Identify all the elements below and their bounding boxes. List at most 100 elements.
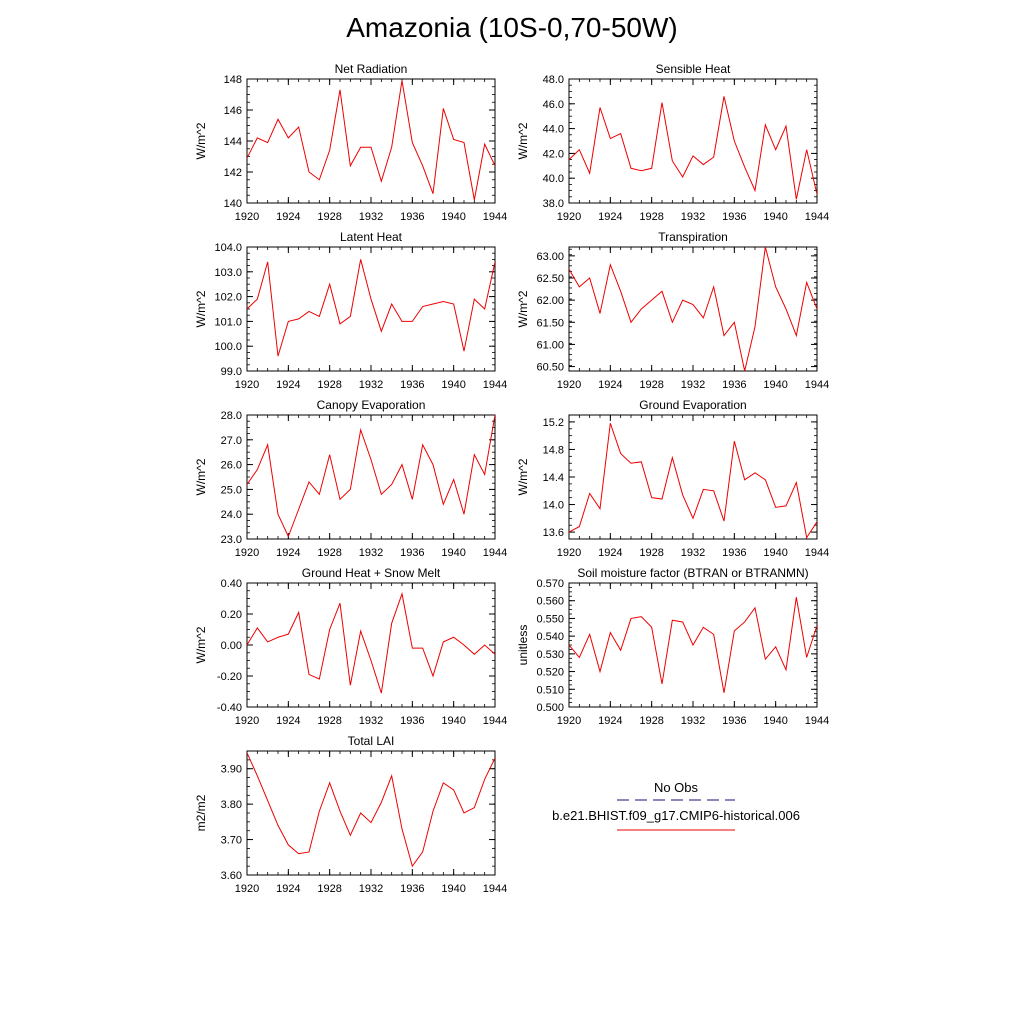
- y-tick-label: 23.0: [221, 534, 242, 546]
- x-tick-label: 1924: [276, 379, 300, 391]
- series-line: [247, 415, 495, 538]
- x-tick-label: 1924: [276, 211, 300, 223]
- y-tick-label: 3.90: [221, 764, 242, 776]
- series-line: [569, 423, 817, 539]
- x-tick-label: 1928: [639, 379, 663, 391]
- x-tick-label: 1920: [235, 547, 259, 559]
- y-tick-label: 0.570: [536, 578, 564, 590]
- series-line: [247, 752, 495, 868]
- x-tick-label: 1920: [235, 211, 259, 223]
- series-line: [569, 96, 817, 200]
- y-tick-label: 0.00: [221, 640, 242, 652]
- y-tick-label: -0.20: [217, 671, 242, 683]
- series-line: [247, 259, 495, 357]
- y-tick-label: 0.550: [536, 613, 564, 625]
- panel: 1920 1924 1928 1932 1936 1940 1944 60.50 61.00 61…: [516, 230, 829, 391]
- x-tick-label: 1920: [235, 715, 259, 727]
- y-axis-label: W/m^2: [194, 458, 208, 495]
- y-tick-label: 0.540: [536, 631, 564, 643]
- y-tick-label: 142: [224, 167, 242, 179]
- x-tick-label: 1940: [763, 547, 787, 559]
- x-tick-label: 1944: [483, 211, 507, 223]
- y-tick-label: 0.560: [536, 596, 564, 608]
- panel-title: Latent Heat: [340, 230, 403, 244]
- y-tick-label: 99.0: [221, 366, 242, 378]
- panel-title: Sensible Heat: [656, 62, 731, 76]
- panel-title: Soil moisture factor (BTRAN or BTRANMN): [577, 566, 808, 580]
- y-axis-label: W/m^2: [194, 122, 208, 159]
- y-tick-label: 140: [224, 198, 242, 210]
- panel: 1920 1924 1928 1932 1936 1940 1944 3.60 3.70 3.80…: [194, 734, 507, 895]
- x-tick-label: 1932: [359, 715, 383, 727]
- x-tick-label: 1936: [400, 211, 424, 223]
- panel-title: Ground Evaporation: [639, 398, 746, 412]
- panel: 1920 1924 1928 1932 1936 1940 1944 13.6 14.0 14.4…: [516, 398, 829, 559]
- x-tick-label: 1940: [763, 379, 787, 391]
- y-tick-label: 26.0: [221, 460, 242, 472]
- x-tick-label: 1940: [441, 211, 465, 223]
- x-tick-label: 1932: [359, 883, 383, 895]
- y-axis-label: W/m^2: [516, 122, 530, 159]
- x-tick-label: 1928: [317, 547, 341, 559]
- y-tick-label: 3.80: [221, 799, 242, 811]
- panel-title: Canopy Evaporation: [317, 398, 426, 412]
- x-tick-label: 1944: [805, 211, 829, 223]
- x-tick-label: 1920: [557, 715, 581, 727]
- y-tick-label: 61.00: [536, 339, 564, 351]
- x-tick-label: 1936: [722, 379, 746, 391]
- legend: No Obs b.e21.BHIST.f09_g17.CMIP6-histori…: [552, 780, 800, 831]
- y-tick-label: 15.2: [543, 417, 564, 429]
- x-tick-label: 1928: [639, 211, 663, 223]
- y-axis-label: W/m^2: [516, 458, 530, 495]
- panel: 1920 1924 1928 1932 1936 1940 1944 -0.40 -0.20 0.…: [194, 566, 507, 727]
- x-tick-label: 1928: [639, 715, 663, 727]
- series-line: [569, 247, 817, 371]
- y-tick-label: 0.40: [221, 578, 242, 590]
- y-tick-label: 28.0: [221, 410, 242, 422]
- y-tick-label: 0.530: [536, 649, 564, 661]
- y-tick-label: 14.4: [543, 472, 564, 484]
- y-tick-label: 42.0: [543, 148, 564, 160]
- panel-title: Ground Heat + Snow Melt: [302, 566, 441, 580]
- plot-frame: [568, 246, 818, 372]
- x-tick-label: 1940: [441, 547, 465, 559]
- y-tick-label: 0.520: [536, 667, 564, 679]
- y-tick-label: 27.0: [221, 435, 242, 447]
- x-tick-label: 1920: [235, 883, 259, 895]
- x-tick-label: 1932: [359, 211, 383, 223]
- x-tick-label: 1940: [763, 211, 787, 223]
- y-tick-label: 25.0: [221, 484, 242, 496]
- y-tick-label: 60.50: [536, 362, 564, 374]
- y-tick-label: 14.0: [543, 500, 564, 512]
- y-tick-label: 104.0: [214, 242, 242, 254]
- y-axis-label: m2/m2: [194, 794, 208, 831]
- x-tick-label: 1924: [276, 547, 300, 559]
- panel: 1920 1924 1928 1932 1936 1940 1944 23.0 24.0 25.0…: [194, 398, 507, 559]
- x-tick-label: 1944: [483, 379, 507, 391]
- x-tick-label: 1920: [557, 547, 581, 559]
- x-tick-label: 1944: [483, 883, 507, 895]
- x-tick-label: 1920: [557, 379, 581, 391]
- y-tick-label: 144: [224, 136, 242, 148]
- plot-frame: [246, 414, 496, 540]
- x-tick-label: 1940: [441, 883, 465, 895]
- x-tick-label: 1936: [400, 547, 424, 559]
- x-tick-label: 1924: [598, 715, 622, 727]
- x-tick-label: 1928: [317, 379, 341, 391]
- x-tick-label: 1924: [276, 883, 300, 895]
- legend-model-label: b.e21.BHIST.f09_g17.CMIP6-historical.006: [552, 808, 800, 823]
- plot-frame: [568, 414, 818, 540]
- x-tick-label: 1932: [681, 547, 705, 559]
- x-tick-label: 1924: [276, 715, 300, 727]
- x-tick-label: 1932: [359, 547, 383, 559]
- series-line: [247, 591, 495, 694]
- panel-title: Total LAI: [348, 734, 395, 748]
- y-tick-label: 102.0: [214, 292, 242, 304]
- series-line: [247, 80, 495, 200]
- panel: 1920 1924 1928 1932 1936 1940 1944 38.0 40.0 42.0…: [516, 62, 829, 223]
- y-tick-label: 13.6: [543, 527, 564, 539]
- x-tick-label: 1920: [557, 211, 581, 223]
- x-tick-label: 1932: [359, 379, 383, 391]
- x-tick-label: 1932: [681, 379, 705, 391]
